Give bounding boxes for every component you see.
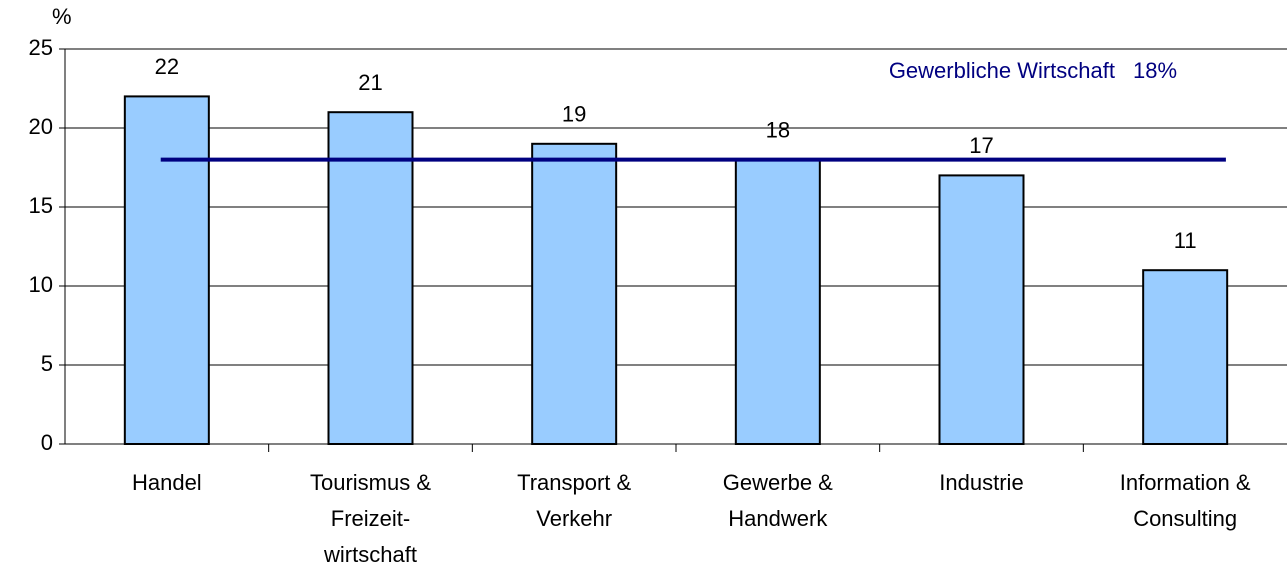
y-tick-label: 25: [29, 35, 53, 60]
bar: [327, 111, 414, 445]
bar: [938, 174, 1025, 445]
bar: [531, 142, 618, 446]
y-tick-label: 10: [29, 272, 53, 297]
y-tick-label: 20: [29, 114, 53, 139]
x-tick-label: Gewerbe & Handwerk: [723, 470, 833, 531]
data-label: 11: [1174, 228, 1197, 253]
bar: [123, 95, 210, 446]
x-tick-label: Tourismus & Freizeit-wirtschaft: [310, 470, 431, 567]
data-label: 22: [155, 54, 179, 79]
x-tick-label: Handel: [132, 470, 202, 495]
reference-value-label: 18%: [1133, 58, 1177, 83]
data-label: 17: [969, 133, 993, 158]
data-label: 21: [358, 70, 382, 95]
bar: [1142, 269, 1229, 446]
y-tick-label: 0: [41, 430, 53, 455]
data-label: 19: [562, 102, 586, 127]
reference-label: Gewerbliche Wirtschaft: [889, 58, 1115, 83]
bar: [734, 158, 821, 445]
x-tick-label: Information & Consulting: [1120, 470, 1251, 531]
x-tick-label: Industrie: [939, 470, 1023, 495]
data-label: 18: [766, 117, 790, 142]
y-tick-label: 15: [29, 193, 53, 218]
y-axis-unit: %: [52, 4, 72, 29]
y-tick-label: 5: [41, 351, 53, 376]
x-tick-label: Transport & Verkehr: [517, 470, 631, 531]
